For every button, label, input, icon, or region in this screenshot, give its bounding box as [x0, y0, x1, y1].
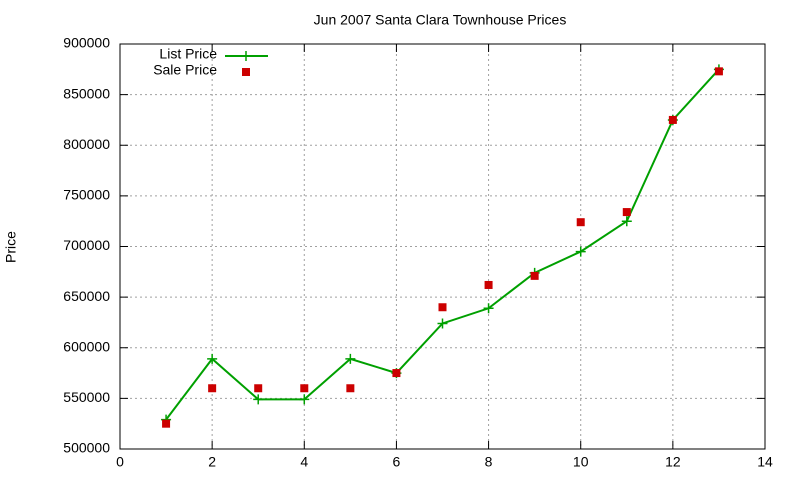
point-marker — [714, 67, 723, 76]
point-marker — [208, 384, 217, 393]
point-marker — [668, 115, 677, 124]
y-tick-label: 500000 — [63, 440, 110, 456]
y-axis-label: Price — [3, 231, 19, 263]
y-tick-label: 900000 — [63, 35, 110, 51]
x-tick-label: 2 — [208, 454, 216, 470]
point-marker — [162, 419, 171, 428]
y-tick-label: 850000 — [63, 85, 110, 101]
y-tick-label: 650000 — [63, 288, 110, 304]
y-tick-label: 800000 — [63, 136, 110, 152]
legend-symbol — [241, 51, 251, 61]
x-tick-label: 12 — [665, 454, 681, 470]
point-marker — [530, 271, 539, 280]
point-marker — [254, 384, 263, 393]
point-marker — [576, 218, 585, 227]
y-tick-label: 750000 — [63, 187, 110, 203]
y-tick-label: 700000 — [63, 237, 110, 253]
legend-label: Sale Price — [153, 62, 217, 78]
x-tick-label: 4 — [300, 454, 308, 470]
y-tick-label: 550000 — [63, 389, 110, 405]
legend-symbol — [242, 68, 250, 76]
point-marker — [207, 353, 218, 364]
point-marker — [438, 303, 447, 312]
point-marker — [346, 384, 355, 393]
point-marker — [575, 246, 586, 257]
x-tick-label: 14 — [757, 454, 773, 470]
point-marker — [622, 208, 631, 217]
legend-label: List Price — [159, 46, 217, 62]
chart-title: Jun 2007 Santa Clara Townhouse Prices — [314, 12, 567, 28]
x-tick-label: 8 — [485, 454, 493, 470]
point-marker — [345, 353, 356, 364]
plot-border — [119, 43, 766, 450]
x-tick-label: 6 — [393, 454, 401, 470]
point-marker — [483, 303, 494, 314]
x-tick-label: 0 — [116, 454, 124, 470]
y-tick-label: 600000 — [63, 338, 110, 354]
point-marker — [253, 394, 264, 405]
series-line — [165, 68, 720, 421]
point-marker — [484, 280, 493, 289]
point-marker — [437, 318, 448, 329]
point-marker — [300, 384, 309, 393]
point-marker — [392, 369, 401, 378]
x-tick-label: 10 — [573, 454, 589, 470]
point-marker — [299, 394, 310, 405]
point-marker — [621, 216, 632, 227]
